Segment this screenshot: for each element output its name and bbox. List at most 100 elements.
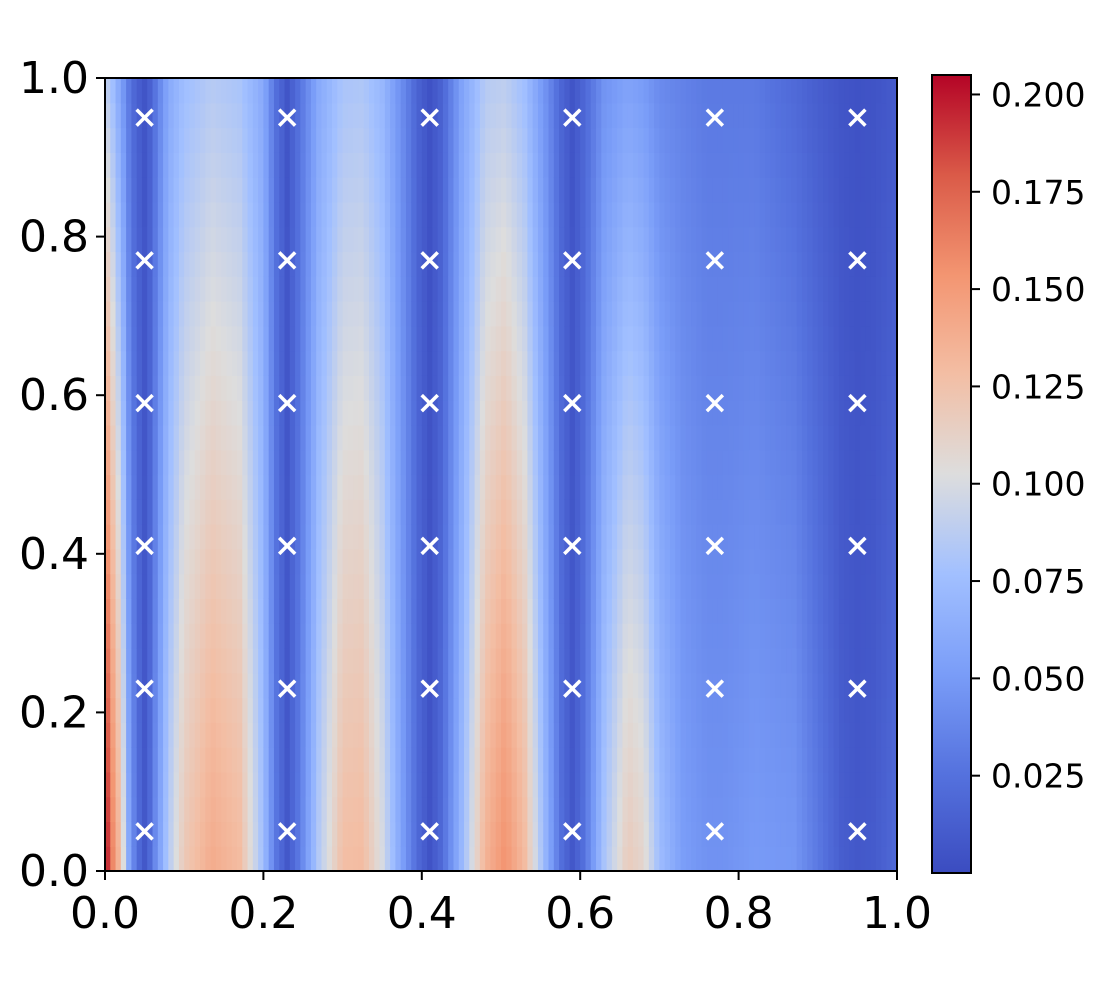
heatmap-cell: [617, 573, 624, 600]
heatmap-cell: [511, 201, 518, 228]
heatmap-cell: [617, 499, 624, 525]
heatmap-cell: [242, 846, 249, 871]
heatmap-cell: [685, 821, 692, 847]
heatmap-cell: [353, 647, 360, 674]
heatmap-cell: [617, 251, 624, 277]
heatmap-cell: [136, 499, 143, 525]
plot-frame: [104, 77, 898, 872]
heatmap-cell: [226, 102, 233, 129]
heatmap-cell: [754, 697, 761, 723]
heatmap-cell: [147, 400, 154, 426]
heatmap-cell: [548, 474, 555, 500]
heatmap-cell: [369, 573, 375, 600]
heatmap-cell: [791, 400, 798, 426]
heatmap-cell: [559, 226, 565, 253]
heatmap-cell: [807, 301, 814, 327]
heatmap-cell: [205, 524, 212, 550]
heatmap-cell: [669, 226, 676, 253]
heatmap-cell: [701, 524, 708, 550]
heatmap-cell: [664, 350, 671, 376]
heatmap-cell: [310, 796, 317, 823]
heatmap-cell: [490, 623, 497, 649]
heatmap-cell: [854, 846, 861, 871]
heatmap-cell: [759, 424, 766, 451]
heatmap-cell: [601, 846, 608, 871]
heatmap-cell: [141, 177, 148, 203]
heatmap-cell: [680, 697, 687, 723]
heatmap-cell: [221, 672, 228, 699]
heatmap-cell: [189, 796, 196, 823]
heatmap-cell: [633, 400, 639, 426]
heatmap-cell: [289, 474, 296, 500]
heatmap-cell: [712, 771, 719, 798]
heatmap-cell: [828, 722, 835, 748]
heatmap-cell: [838, 524, 845, 550]
heatmap-cell: [833, 672, 840, 699]
heatmap-cell: [374, 102, 381, 129]
heatmap-cell: [141, 400, 148, 426]
heatmap-cell: [754, 201, 761, 228]
heatmap-cell: [553, 647, 560, 674]
heatmap-cell: [838, 127, 845, 153]
heatmap-cell: [247, 350, 254, 376]
heatmap-cell: [215, 424, 222, 451]
heatmap-cell: [559, 325, 565, 352]
heatmap-cell: [543, 524, 550, 550]
heatmap-cell: [590, 747, 597, 773]
heatmap-cell: [569, 846, 576, 871]
heatmap-cell: [516, 524, 523, 550]
heatmap-cell: [891, 846, 897, 871]
heatmap-cell: [801, 573, 808, 600]
heatmap-cell: [590, 251, 597, 277]
heatmap-cell: [442, 301, 449, 327]
heatmap-cell: [706, 449, 713, 476]
heatmap-cell: [215, 524, 222, 550]
heatmap-cell: [675, 177, 682, 203]
heatmap-cell: [643, 449, 650, 476]
heatmap-cell: [316, 623, 323, 649]
heatmap-cell: [791, 424, 798, 451]
heatmap-cell: [247, 672, 254, 699]
heatmap-cell: [633, 325, 639, 352]
heatmap-cell: [178, 201, 185, 228]
heatmap-cell: [474, 548, 481, 575]
heatmap-cell: [796, 474, 803, 500]
heatmap-cell: [273, 301, 280, 327]
heatmap-cell: [701, 796, 708, 823]
heatmap-cell: [749, 152, 756, 178]
heatmap-cell: [738, 424, 745, 451]
heatmap-cell: [369, 102, 375, 129]
heatmap-cell: [669, 251, 676, 277]
heatmap-cell: [432, 499, 439, 525]
heatmap-cell: [379, 722, 386, 748]
heatmap-cell: [126, 647, 132, 674]
heatmap-cell: [173, 647, 180, 674]
heatmap-cell: [532, 251, 539, 277]
heatmap-cell: [780, 573, 787, 600]
heatmap-cell: [791, 722, 798, 748]
heatmap-cell: [189, 846, 196, 871]
heatmap-cell: [321, 647, 328, 674]
heatmap-cell: [527, 771, 534, 798]
heatmap-cell: [258, 424, 264, 451]
heatmap-cell: [141, 524, 148, 550]
heatmap-cell: [194, 548, 201, 575]
heatmap-cell: [712, 697, 719, 723]
heatmap-cell: [770, 524, 777, 550]
heatmap-cell: [448, 400, 455, 426]
heatmap-cell: [854, 548, 861, 575]
heatmap-cell: [448, 78, 455, 104]
sample-point-marker: [848, 822, 867, 841]
heatmap-cell: [231, 573, 238, 600]
heatmap-cell: [163, 697, 169, 723]
heatmap-cell: [685, 524, 692, 550]
heatmap-cell: [279, 747, 286, 773]
sample-point-marker: [563, 393, 582, 413]
heatmap-cell: [379, 623, 386, 649]
heatmap-cell: [200, 697, 206, 723]
heatmap-cell: [221, 424, 228, 451]
heatmap-cell: [168, 251, 175, 277]
heatmap-cell: [247, 573, 254, 600]
heatmap-cell: [448, 276, 455, 302]
heatmap-cell: [801, 350, 808, 376]
